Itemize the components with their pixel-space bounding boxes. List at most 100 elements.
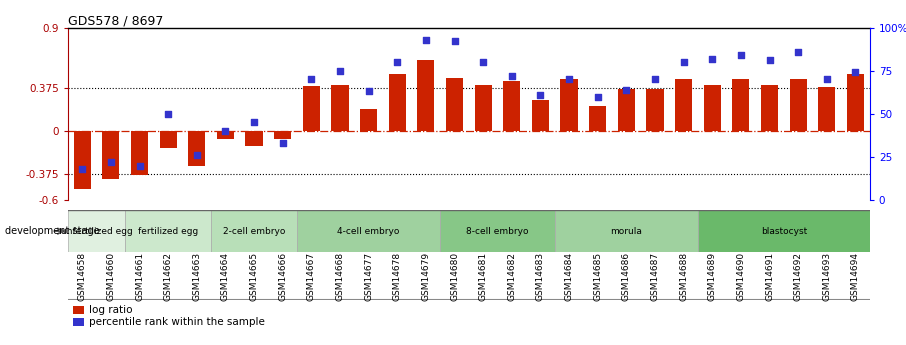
Bar [440, 210, 554, 252]
Point [591, 94, 605, 99]
Text: GSM14688: GSM14688 [680, 252, 689, 301]
Bar [188, 131, 206, 166]
Bar [73, 131, 91, 189]
Bar [646, 89, 663, 131]
Bar [217, 131, 234, 139]
Bar [446, 78, 463, 131]
Bar [618, 89, 635, 131]
Bar [418, 60, 435, 131]
Point [619, 87, 633, 92]
Text: GDS578 / 8697: GDS578 / 8697 [68, 14, 163, 28]
Point [419, 37, 433, 42]
Point [218, 128, 233, 134]
Point [390, 59, 404, 65]
Bar [503, 80, 520, 131]
Text: GSM14666: GSM14666 [278, 252, 287, 301]
Text: GSM14662: GSM14662 [164, 252, 173, 301]
Text: 8-cell embryo: 8-cell embryo [467, 227, 529, 236]
Text: GSM14687: GSM14687 [651, 252, 660, 301]
Bar [102, 131, 120, 179]
Text: GSM14660: GSM14660 [106, 252, 115, 301]
Text: GSM14663: GSM14663 [192, 252, 201, 301]
Bar [275, 131, 292, 139]
Bar [159, 131, 177, 148]
Text: GSM14658: GSM14658 [78, 252, 87, 301]
Point [677, 59, 691, 65]
Bar [389, 73, 406, 131]
Text: fertilized egg: fertilized egg [138, 227, 198, 236]
Text: morula: morula [611, 227, 642, 236]
Text: blastocyst: blastocyst [761, 227, 807, 236]
Text: GSM14680: GSM14680 [450, 252, 459, 301]
Text: GSM14684: GSM14684 [564, 252, 573, 301]
Point [820, 77, 834, 82]
Bar [732, 79, 749, 131]
Point [75, 166, 90, 172]
Text: GSM14677: GSM14677 [364, 252, 373, 301]
Bar [789, 79, 806, 131]
Point [275, 140, 290, 146]
Point [333, 68, 347, 73]
Point [734, 52, 748, 58]
Point [103, 159, 118, 165]
Text: GSM14678: GSM14678 [393, 252, 401, 301]
Text: development stage: development stage [5, 226, 99, 236]
Bar [125, 210, 211, 252]
Text: GSM14664: GSM14664 [221, 252, 230, 301]
Bar [847, 73, 864, 131]
Point [161, 111, 176, 117]
Bar [698, 210, 870, 252]
Text: GSM14683: GSM14683 [536, 252, 545, 301]
Text: GSM14661: GSM14661 [135, 252, 144, 301]
Point [705, 56, 719, 61]
Point [132, 163, 147, 168]
Bar [68, 210, 125, 252]
Text: unfertilized egg: unfertilized egg [61, 227, 132, 236]
Point [246, 120, 261, 125]
Bar [561, 79, 578, 131]
Point [361, 89, 376, 94]
Point [448, 39, 462, 44]
Text: 2-cell embryo: 2-cell embryo [223, 227, 285, 236]
Point [476, 59, 490, 65]
Bar [704, 85, 721, 131]
Text: GSM14694: GSM14694 [851, 252, 860, 301]
Bar [675, 79, 692, 131]
Point [304, 77, 319, 82]
Bar [332, 85, 349, 131]
Text: GSM14681: GSM14681 [478, 252, 487, 301]
Bar [297, 210, 440, 252]
Point [648, 77, 662, 82]
Text: GSM14682: GSM14682 [507, 252, 516, 301]
Text: GSM14679: GSM14679 [421, 252, 430, 301]
Bar [131, 131, 148, 175]
Text: GSM14692: GSM14692 [794, 252, 803, 301]
Text: GSM14665: GSM14665 [249, 252, 258, 301]
Bar [475, 85, 492, 131]
Bar [818, 87, 835, 131]
Point [189, 152, 204, 158]
Text: 4-cell embryo: 4-cell embryo [337, 227, 400, 236]
Text: GSM14689: GSM14689 [708, 252, 717, 301]
Bar [554, 210, 698, 252]
Text: GSM14667: GSM14667 [307, 252, 316, 301]
Text: GSM14685: GSM14685 [593, 252, 602, 301]
Bar [303, 86, 320, 131]
Bar [360, 109, 377, 131]
Bar [761, 85, 778, 131]
Text: GSM14686: GSM14686 [622, 252, 631, 301]
Bar [589, 106, 606, 131]
Text: GSM14668: GSM14668 [335, 252, 344, 301]
Legend: log ratio, percentile rank within the sample: log ratio, percentile rank within the sa… [73, 305, 265, 327]
Bar [211, 210, 297, 252]
Point [848, 70, 863, 75]
Point [505, 73, 519, 79]
Point [762, 58, 776, 63]
Text: GSM14693: GSM14693 [823, 252, 832, 301]
Text: GSM14691: GSM14691 [765, 252, 774, 301]
Text: GSM14690: GSM14690 [737, 252, 746, 301]
Point [791, 49, 805, 55]
Point [562, 77, 576, 82]
Point [534, 92, 548, 98]
Bar [246, 131, 263, 146]
